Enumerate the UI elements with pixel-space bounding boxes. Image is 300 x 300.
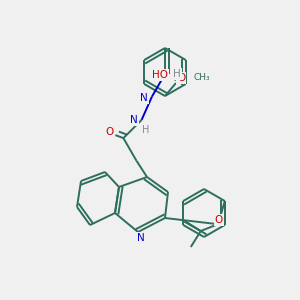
Text: H: H <box>142 125 149 135</box>
Text: O: O <box>105 127 113 137</box>
Text: N: N <box>130 115 138 125</box>
Text: CH₃: CH₃ <box>193 74 210 82</box>
Text: H: H <box>173 69 181 79</box>
Text: N: N <box>137 233 145 243</box>
Text: O: O <box>215 215 223 225</box>
Text: HO: HO <box>152 70 168 80</box>
Text: O: O <box>177 73 185 83</box>
Text: N: N <box>140 92 148 103</box>
